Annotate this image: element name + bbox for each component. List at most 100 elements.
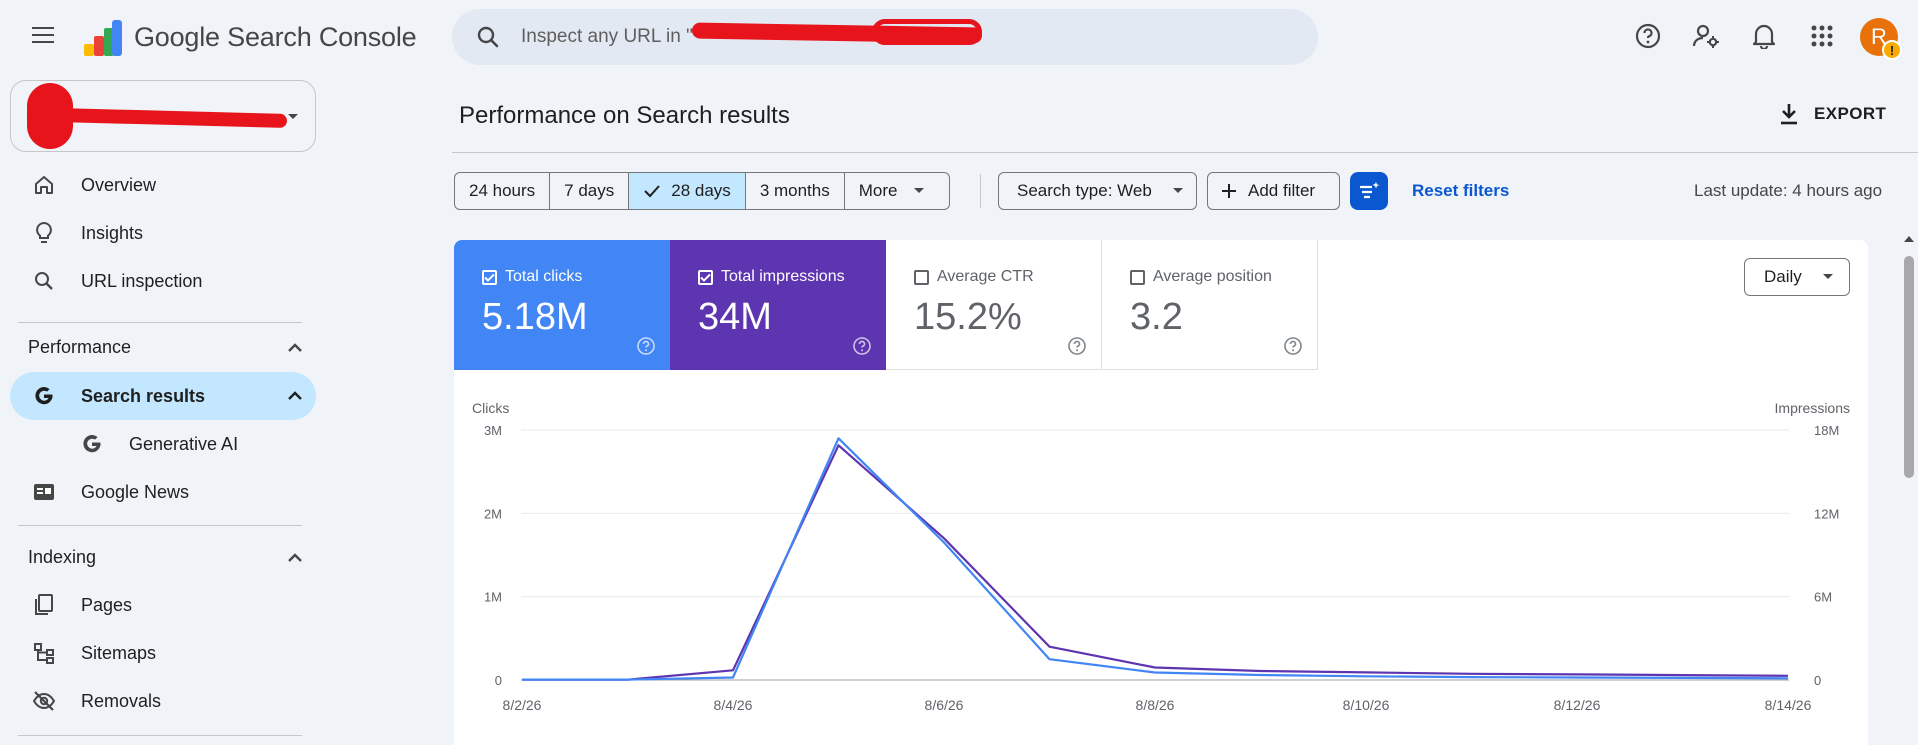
left-axis-tick-label: 1M	[484, 590, 502, 605]
lightbulb-icon	[30, 219, 58, 247]
metric-label: Total clicks	[505, 268, 583, 285]
help-icon[interactable]	[1067, 336, 1087, 356]
right-axis-tick-label: 0	[1814, 673, 1821, 688]
search-icon	[477, 26, 499, 48]
checkbox-unchecked-icon[interactable]	[914, 269, 929, 285]
sidebar-item-label: Google News	[81, 481, 190, 502]
sidebar-item-url-inspection[interactable]: URL inspection	[10, 257, 316, 305]
x-axis-tick-label: 8/12/26	[1554, 697, 1601, 713]
left-axis-tick-label: 2M	[484, 506, 502, 521]
metric-label: Total impressions	[721, 268, 845, 285]
chevron-up-icon[interactable]	[286, 342, 304, 354]
app-brand: Google Search Console	[134, 22, 417, 52]
x-axis-tick-label: 8/10/26	[1343, 697, 1390, 713]
scrollbar-thumb	[1904, 256, 1914, 478]
sidebar-item-label: Generative AI	[129, 433, 239, 454]
search-console-logo	[84, 20, 122, 56]
range-label: More	[858, 181, 898, 200]
reset-filters-link[interactable]: Reset filters	[1412, 181, 1510, 200]
performance-chart: 0 0 1M 6M 2M 12M 3M 18M Clicks Impressions 8/2/26 8…	[472, 400, 1850, 713]
range-3-months[interactable]: 3 months	[746, 173, 845, 209]
metric-value: 34M	[698, 296, 772, 338]
search-input[interactable]: Inspect any URL in "	[521, 26, 693, 47]
sidebar-item-overview[interactable]: Overview	[10, 161, 316, 209]
filter-sparkle-icon	[1360, 182, 1380, 199]
manage-accounts-icon[interactable]	[1686, 16, 1726, 56]
checkbox-checked-icon[interactable]	[698, 269, 713, 285]
x-axis-tick-label: 8/2/26	[503, 697, 542, 713]
checkbox-unchecked-icon[interactable]	[1130, 269, 1145, 285]
notifications-icon[interactable]	[1744, 16, 1784, 56]
sidebar-item-generative-ai[interactable]: Generative AI	[10, 420, 316, 468]
sidebar-item-pages[interactable]: Pages	[10, 581, 316, 629]
google-g-icon	[78, 430, 106, 458]
series-line-clicks	[522, 437, 1789, 681]
right-axis-tick-label: 12M	[1814, 506, 1839, 521]
apps-icon[interactable]	[1802, 16, 1842, 56]
help-icon[interactable]	[1628, 16, 1668, 56]
sidebar-item-label: Insights	[81, 222, 144, 243]
sidebar-item-label: Removals	[81, 690, 162, 711]
home-icon	[30, 171, 58, 199]
sidebar-item-label: Sitemaps	[81, 642, 157, 663]
right-axis-label: Impressions	[1775, 400, 1850, 416]
dropdown-arrow-icon	[1172, 188, 1183, 193]
avatar[interactable]: R	[1860, 18, 1898, 56]
sidebar-section-performance[interactable]: Performance	[28, 337, 132, 357]
chevron-up-icon[interactable]	[286, 390, 304, 402]
x-axis-tick-label: 8/4/26	[714, 697, 753, 713]
sidebar-item-sitemaps[interactable]: Sitemaps	[10, 629, 316, 677]
sidebar-item-insights[interactable]: Insights	[10, 209, 316, 257]
series-line-impressions	[522, 444, 1789, 681]
toolbar-separator	[980, 174, 981, 208]
export-button[interactable]: EXPORT	[1778, 98, 1886, 130]
dropdown-arrow-icon	[288, 114, 298, 119]
page-scrollbar[interactable]	[1900, 232, 1918, 745]
sidebar-divider	[18, 322, 302, 323]
property-selector[interactable]	[10, 80, 316, 152]
dropdown-arrow-icon	[1822, 274, 1833, 279]
checkbox-checked-icon[interactable]	[482, 269, 497, 285]
search-icon	[30, 267, 58, 295]
performance-card: Total clicks 5.18M Total impressions 34M…	[454, 240, 1868, 745]
range-28-days[interactable]: 28 days	[629, 173, 746, 209]
check-icon	[644, 185, 661, 198]
range-7-days[interactable]: 7 days	[550, 173, 630, 209]
last-update-text: Last update: 4 hours ago	[1694, 181, 1883, 200]
metric-total-clicks[interactable]: Total clicks 5.18M	[454, 240, 670, 370]
metric-value: 15.2%	[914, 296, 1022, 338]
sidebar-item-google-news[interactable]: Google News	[10, 468, 316, 516]
export-label: EXPORT	[1814, 104, 1887, 123]
help-icon[interactable]	[852, 336, 872, 356]
sidebar-item-removals[interactable]: Removals	[10, 677, 316, 725]
date-range-selector[interactable]: 24 hours 7 days 28 days 3 months More	[454, 172, 951, 210]
filter-settings-button[interactable]	[1350, 172, 1388, 210]
sidebar-item-label: Pages	[81, 594, 133, 615]
help-icon[interactable]	[636, 336, 656, 356]
range-24-hours[interactable]: 24 hours	[455, 173, 551, 209]
granularity-select[interactable]: Daily	[1744, 258, 1850, 296]
sidebar-item-search-results[interactable]: Search results	[10, 372, 316, 420]
chevron-up-icon[interactable]	[286, 552, 304, 564]
metric-total-impressions[interactable]: Total impressions 34M	[670, 240, 886, 370]
sidebar-divider	[18, 735, 302, 736]
search-type-label: Search type: Web	[1017, 181, 1152, 200]
sidebar-item-label: Search results	[81, 385, 206, 406]
help-icon[interactable]	[1283, 336, 1303, 356]
dropdown-arrow-icon	[914, 188, 925, 193]
search-type-filter[interactable]: Search type: Web	[998, 172, 1197, 210]
plus-icon	[1222, 184, 1236, 198]
add-filter-button[interactable]: Add filter	[1207, 172, 1340, 210]
account-warning-badge: !	[1882, 40, 1902, 60]
range-more[interactable]: More	[845, 173, 950, 209]
main-menu-button[interactable]	[22, 22, 66, 50]
sidebar-section-indexing[interactable]: Indexing	[28, 547, 97, 567]
redaction-mark	[872, 19, 982, 45]
metric-average-position[interactable]: Average position 3.2	[1102, 240, 1318, 370]
right-axis-tick-label: 18M	[1814, 423, 1839, 438]
left-axis-tick-label: 0	[495, 673, 502, 688]
metric-average-ctr[interactable]: Average CTR 15.2%	[886, 240, 1102, 370]
sitemap-icon	[30, 639, 58, 667]
sidebar-divider	[18, 525, 302, 526]
url-inspection-search[interactable]: Inspect any URL in "	[452, 9, 1318, 65]
